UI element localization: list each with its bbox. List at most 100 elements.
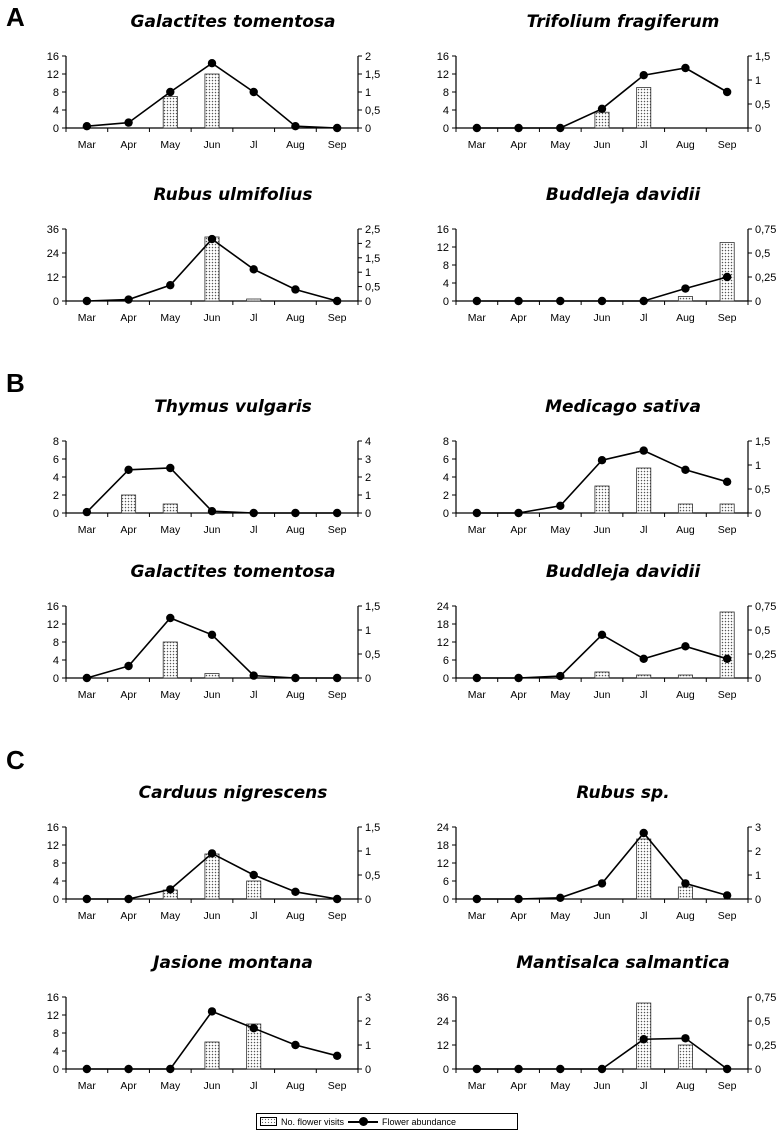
chart-title: Medicago sativa: [545, 397, 701, 417]
x-tick-label: Mar: [78, 139, 97, 151]
right-tick-label: 3: [755, 822, 761, 834]
x-tick-label: Jl: [640, 1080, 648, 1092]
chart-plot: 0 4 8 12 16 0 0,5 1 1,5 Mar Apr May Jun Jl Aug Sep: [47, 601, 381, 701]
left-tick-label: 12: [47, 840, 59, 852]
x-tick-label: Sep: [718, 139, 737, 151]
point-flower-abundance: [332, 1051, 342, 1060]
right-tick-label: 0,5: [365, 870, 380, 882]
right-tick-label: 0,5: [755, 248, 770, 260]
x-tick-label: Mar: [468, 139, 487, 151]
point-flower-abundance: [166, 280, 175, 290]
bar-flower-visits: [204, 673, 220, 679]
point-flower-abundance: [639, 71, 648, 80]
right-tick-label: 0: [365, 1064, 371, 1076]
left-tick-label: 18: [437, 840, 449, 852]
point-flower-abundance: [332, 894, 342, 904]
x-tick-label: Mar: [468, 910, 487, 922]
chart-title: Buddleja davidii: [545, 562, 701, 582]
right-tick-label: 1: [755, 75, 761, 87]
left-tick-label: 16: [47, 601, 59, 613]
x-tick-label: Mar: [78, 1080, 97, 1092]
bar-flower-visits: [204, 853, 220, 900]
right-tick-label: 1,5: [755, 436, 770, 448]
section-label-a: A: [6, 2, 25, 32]
x-tick-label: May: [160, 312, 181, 324]
legend-line-marker: [348, 1117, 379, 1126]
right-tick-label: 2: [365, 1016, 371, 1028]
right-tick-label: 0: [755, 894, 761, 906]
point-flower-abundance: [124, 1064, 133, 1074]
point-flower-abundance: [332, 123, 342, 133]
bar-flower-visits: [204, 236, 220, 302]
bar-flower-visits: [594, 485, 610, 514]
point-flower-abundance: [597, 456, 607, 465]
chart-title: Galactites tomentosa: [130, 562, 336, 582]
left-tick-label: 12: [437, 242, 449, 254]
x-tick-label: Jun: [594, 139, 611, 151]
right-tick-label: 1,5: [365, 822, 380, 834]
point-flower-abundance: [597, 1064, 607, 1074]
line-flower-abundance: [476, 633, 728, 679]
x-tick-label: Aug: [676, 1080, 695, 1092]
point-flower-abundance: [472, 123, 482, 133]
x-tick-label: Jun: [594, 910, 611, 922]
left-tick-label: 0: [443, 508, 449, 520]
x-tick-label: Sep: [328, 910, 347, 922]
bar-flower-visits: [677, 674, 693, 679]
x-tick-label: Jun: [204, 689, 221, 701]
section-label-b: B: [6, 368, 25, 398]
x-tick-label: Apr: [510, 910, 527, 922]
right-tick-label: 1: [365, 1040, 371, 1052]
bar-flower-visits: [677, 296, 693, 302]
point-flower-abundance: [291, 285, 300, 294]
right-tick-label: 1: [365, 87, 371, 99]
right-tick-label: 0: [755, 296, 761, 308]
point-flower-abundance: [166, 463, 175, 473]
right-tick-label: 1,5: [365, 601, 380, 613]
x-tick-label: Sep: [718, 689, 737, 701]
right-tick-label: 0: [365, 894, 371, 906]
x-tick-label: May: [550, 910, 571, 922]
right-tick-label: 1,5: [755, 51, 770, 63]
point-flower-abundance: [722, 272, 732, 282]
right-tick-label: 0,5: [755, 625, 770, 637]
point-flower-abundance: [291, 887, 300, 896]
x-tick-label: Apr: [120, 1080, 137, 1092]
point-flower-abundance: [82, 296, 92, 306]
bar-flower-visits: [246, 880, 262, 900]
point-flower-abundance: [207, 849, 217, 858]
x-tick-label: May: [160, 910, 181, 922]
left-tick-label: 0: [443, 1064, 449, 1076]
bar-flower-visits: [719, 242, 735, 302]
right-tick-label: 0,5: [755, 1016, 770, 1028]
x-tick-label: Apr: [510, 1080, 527, 1092]
bar-flower-visits: [246, 1023, 262, 1070]
x-tick-label: Aug: [676, 312, 695, 324]
x-tick-label: Apr: [510, 139, 527, 151]
x-tick-label: Sep: [718, 910, 737, 922]
right-tick-label: 0: [365, 508, 371, 520]
point-flower-abundance: [249, 265, 258, 274]
point-flower-abundance: [597, 879, 607, 888]
x-tick-label: Apr: [120, 689, 137, 701]
right-tick-label: 1: [365, 490, 371, 502]
left-tick-label: 12: [47, 619, 59, 631]
point-flower-abundance: [681, 284, 690, 293]
point-flower-abundance: [207, 507, 217, 516]
left-tick-label: 24: [437, 601, 449, 613]
x-tick-label: Jl: [640, 312, 648, 324]
x-tick-label: Jun: [594, 689, 611, 701]
bar-flower-visits: [121, 494, 137, 514]
x-tick-label: May: [550, 1080, 571, 1092]
right-tick-label: 0,25: [755, 1040, 776, 1052]
x-tick-label: Jl: [250, 1080, 258, 1092]
x-tick-label: Sep: [328, 689, 347, 701]
point-flower-abundance: [332, 508, 342, 518]
left-tick-label: 0: [53, 894, 59, 906]
left-tick-label: 4: [53, 472, 59, 484]
chart-a-rubus-ulmifolius: Rubus ulmifolius 0 12 24 36 0 0,5 1 1,5 2 2,5 Mar A…: [28, 185, 388, 335]
point-flower-abundance: [82, 122, 92, 131]
chart-c-rubus-sp: Rubus sp. 0 6 12 18 24 0 1 2 3 Mar Apr May Jun Jl Aug S…: [418, 783, 778, 933]
point-flower-abundance: [514, 123, 523, 133]
bar-flower-visits: [677, 503, 693, 514]
